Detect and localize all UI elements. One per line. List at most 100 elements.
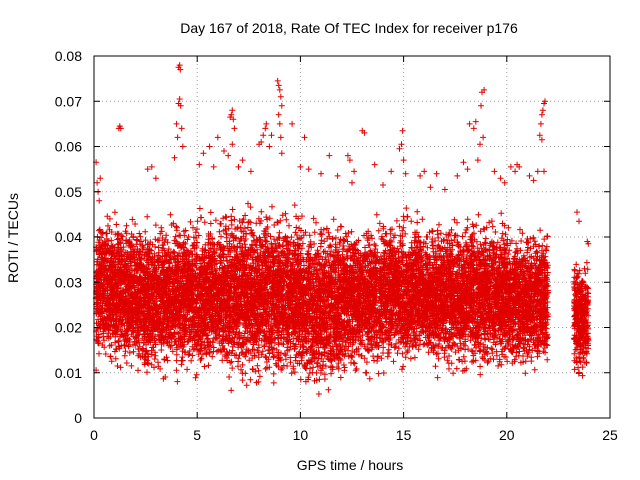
data-point: [270, 379, 277, 386]
data-point: [111, 263, 118, 270]
data-point: [105, 222, 111, 229]
data-point: [113, 221, 120, 228]
data-point: [247, 376, 254, 383]
data-point: [288, 370, 295, 377]
data-point: [96, 350, 102, 357]
data-point: [123, 222, 130, 229]
data-point: [129, 216, 136, 223]
data-point: [117, 333, 124, 340]
data-point: [197, 356, 204, 363]
data-points: [93, 62, 592, 397]
data-point: [207, 220, 214, 227]
data-point: [158, 224, 165, 231]
data-point: [158, 347, 165, 353]
data-point: [127, 271, 134, 278]
data-point: [109, 244, 116, 250]
data-point: [126, 281, 133, 288]
data-point: [96, 242, 103, 249]
data-point: [270, 370, 277, 377]
data-point: [169, 348, 176, 355]
data-point: [98, 234, 105, 241]
data-point: [127, 258, 134, 265]
data-point: [187, 218, 194, 225]
data-point: [94, 256, 101, 263]
data-point: [172, 233, 179, 240]
data-point: [190, 224, 196, 231]
data-point: [103, 300, 110, 307]
data-point: [132, 221, 139, 227]
data-point: [116, 252, 123, 259]
data-point: [128, 304, 135, 311]
data-point: [127, 242, 133, 249]
data-point: [142, 228, 149, 235]
data-point: [185, 351, 192, 358]
data-point: [95, 239, 102, 246]
data-point: [107, 292, 114, 299]
data-point: [118, 270, 125, 277]
data-point: [130, 233, 137, 240]
data-point: [112, 355, 119, 362]
data-point: [126, 316, 133, 323]
data-point: [198, 214, 205, 221]
data-point: [137, 233, 144, 240]
data-point: [115, 272, 122, 279]
data-point: [106, 215, 113, 222]
data-point: [228, 221, 235, 228]
data-point: [122, 348, 129, 355]
data-point: [152, 352, 159, 359]
data-point: [94, 273, 101, 280]
data-point: [123, 360, 130, 366]
data-point: [207, 209, 214, 216]
data-point: [99, 248, 106, 255]
data-point: [110, 306, 117, 313]
data-point: [109, 330, 116, 337]
data-point: [122, 342, 128, 348]
data-point: [124, 285, 131, 292]
data-point: [173, 223, 180, 230]
data-point: [117, 248, 124, 255]
data-point: [118, 321, 125, 328]
data-point: [109, 311, 116, 318]
data-point: [119, 256, 126, 263]
data-point: [123, 237, 129, 244]
data-point: [100, 281, 107, 288]
data-point: [124, 250, 131, 256]
data-point: [228, 387, 235, 394]
data-point: [283, 216, 290, 223]
data-point: [101, 238, 108, 245]
data-point: [115, 338, 122, 344]
data-point: [226, 374, 233, 380]
chart-title: Day 167 of 2018, Rate Of TEC Index for r…: [180, 20, 518, 36]
data-point: [243, 382, 250, 389]
data-point: [99, 342, 106, 348]
data-point: [258, 208, 265, 215]
data-point: [201, 363, 208, 370]
data-point: [127, 300, 134, 307]
data-point: [106, 302, 113, 309]
data-point: [107, 353, 114, 360]
data-point: [129, 254, 136, 261]
data-point: [239, 377, 246, 384]
data-point: [116, 299, 123, 306]
data-point: [113, 276, 120, 283]
data-point: [194, 218, 201, 225]
data-point: [97, 273, 104, 280]
data-point: [254, 362, 261, 369]
data-point: [229, 206, 236, 213]
data-point: [102, 316, 109, 323]
data-point: [174, 378, 181, 385]
data-point: [98, 266, 105, 273]
data-point: [100, 330, 107, 337]
data-point: [102, 351, 109, 357]
data-point: [201, 219, 208, 226]
data-point: [218, 260, 225, 267]
data-point: [110, 273, 117, 280]
data-point: [115, 230, 122, 237]
data-point: [292, 229, 299, 236]
data-point: [256, 373, 263, 380]
data-point: [114, 282, 121, 289]
data-point: [102, 265, 109, 272]
data-point: [122, 279, 129, 286]
data-point: [119, 271, 126, 278]
